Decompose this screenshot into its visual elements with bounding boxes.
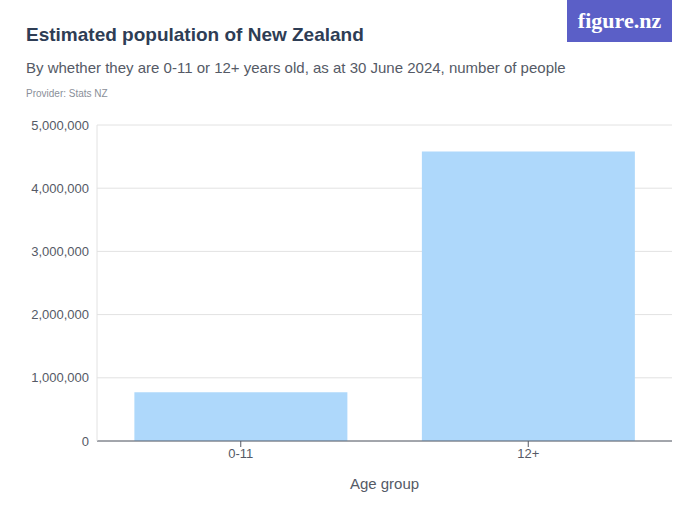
svg-text:2,000,000: 2,000,000 — [31, 307, 89, 322]
svg-text:0: 0 — [82, 434, 89, 449]
svg-text:3,000,000: 3,000,000 — [31, 244, 89, 259]
svg-text:0-11: 0-11 — [228, 446, 253, 461]
html-text:figure.nz: figure.nz — [577, 8, 662, 33]
svg-text:Age group: Age group — [350, 475, 419, 492]
svg-text:5,000,000: 5,000,000 — [31, 118, 89, 133]
svg-text:1,000,000: 1,000,000 — [31, 370, 89, 385]
html-text:Estimated population of New Ze: Estimated population of New Zealand — [26, 24, 364, 45]
html-text:Provider: Stats NZ: Provider: Stats NZ — [26, 88, 108, 99]
svg-text:4,000,000: 4,000,000 — [31, 181, 89, 196]
svg-text:12+: 12+ — [517, 446, 539, 461]
html-text:By whether they are 0-11 or 12: By whether they are 0-11 or 12+ years ol… — [26, 59, 566, 76]
